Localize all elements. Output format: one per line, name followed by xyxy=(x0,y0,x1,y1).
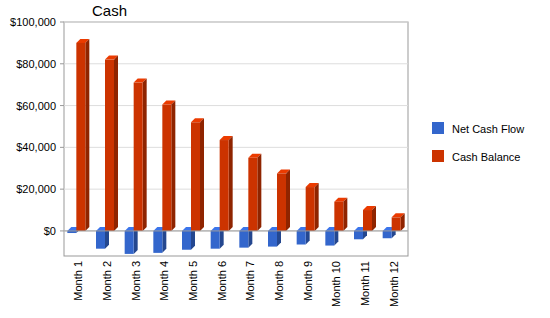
bar-side xyxy=(114,56,118,231)
bar-side xyxy=(401,213,405,231)
y-tick-label: $60,000 xyxy=(16,100,56,112)
bar xyxy=(162,101,175,231)
legend-label: Net Cash Flow xyxy=(452,123,524,135)
bar-front xyxy=(268,231,277,247)
bar-side xyxy=(286,169,290,230)
legend-label: Cash Balance xyxy=(452,151,521,163)
bar xyxy=(334,198,347,231)
y-tick-label: $100,000 xyxy=(10,16,56,28)
bar-front xyxy=(153,231,162,253)
bar-front xyxy=(182,231,191,250)
bar-front xyxy=(76,43,85,231)
bar-front xyxy=(162,105,171,231)
bar-front xyxy=(248,158,257,231)
tick-mark xyxy=(60,105,64,106)
bar xyxy=(134,79,147,231)
x-tick-label: Month 7 xyxy=(244,261,256,301)
bar-side xyxy=(143,79,147,231)
bar-front xyxy=(211,231,220,249)
plot-frame xyxy=(64,22,408,256)
bar-side xyxy=(315,183,319,231)
x-tick-label: Month 6 xyxy=(216,261,228,301)
x-tick-label: Month 4 xyxy=(158,261,170,301)
bar xyxy=(306,183,319,231)
y-tick-label: $40,000 xyxy=(16,141,56,153)
bar-side xyxy=(229,136,233,231)
x-tick-label: Month 3 xyxy=(130,261,142,301)
x-tick-label: Month 9 xyxy=(302,261,314,301)
x-tick-label: Month 5 xyxy=(187,261,199,301)
bar-front xyxy=(105,60,114,231)
bar xyxy=(220,136,233,231)
bar-side xyxy=(85,39,89,231)
tick-mark xyxy=(60,147,64,148)
bar-side xyxy=(257,154,261,231)
tick-mark xyxy=(60,22,64,23)
x-tick-label: Month 2 xyxy=(101,261,113,301)
legend-swatch xyxy=(432,122,444,134)
bar xyxy=(76,39,89,231)
y-tick-label: $20,000 xyxy=(16,183,56,195)
bar-front xyxy=(354,231,363,239)
bar-side xyxy=(343,198,347,231)
tick-mark xyxy=(60,230,64,231)
x-tick-label: Month 11 xyxy=(359,261,371,306)
bar-front xyxy=(96,231,105,249)
bar-front xyxy=(239,231,248,248)
bar-front xyxy=(383,231,392,238)
bar-front xyxy=(125,231,134,254)
bar-front xyxy=(297,231,306,245)
bar xyxy=(191,118,204,231)
legend: Net Cash Flow Cash Balance xyxy=(432,122,524,163)
bar-front xyxy=(334,202,343,231)
bar-front xyxy=(277,173,286,230)
bar-front xyxy=(363,210,372,231)
zero-line xyxy=(64,230,408,231)
bars xyxy=(67,39,404,254)
x-tick-label: Month 10 xyxy=(330,261,342,307)
grid-line xyxy=(64,230,408,231)
bar-front xyxy=(134,83,143,231)
legend-swatch xyxy=(432,150,444,162)
bar xyxy=(363,206,376,231)
bar-side xyxy=(200,118,204,231)
x-tick-label: Month 8 xyxy=(273,261,285,301)
tick-mark xyxy=(60,189,64,190)
bar-front xyxy=(392,217,401,231)
grid-line xyxy=(64,22,408,23)
y-tick-label: $80,000 xyxy=(16,58,56,70)
bar-side xyxy=(372,206,376,231)
bar-front xyxy=(191,122,200,231)
x-tick-label: Month 1 xyxy=(72,261,84,301)
bar-front xyxy=(325,231,334,246)
bar xyxy=(248,154,261,231)
chart-container: Cash $0 $20,000 $40,000 $60,000 $80,000 $100,0… xyxy=(0,0,550,318)
chart-svg: Cash $0 $20,000 $40,000 $60,000 $80,000 $100,0… xyxy=(0,0,550,318)
bar xyxy=(392,213,405,231)
bar-front xyxy=(220,140,229,231)
y-tick-label: $0 xyxy=(44,225,56,237)
tick-mark xyxy=(60,63,64,64)
x-tick-label: Month 12 xyxy=(388,261,400,307)
bar-front xyxy=(306,187,315,231)
bar xyxy=(105,56,118,231)
bar xyxy=(277,169,290,230)
title: Cash xyxy=(92,2,127,19)
bar-side xyxy=(171,101,175,231)
